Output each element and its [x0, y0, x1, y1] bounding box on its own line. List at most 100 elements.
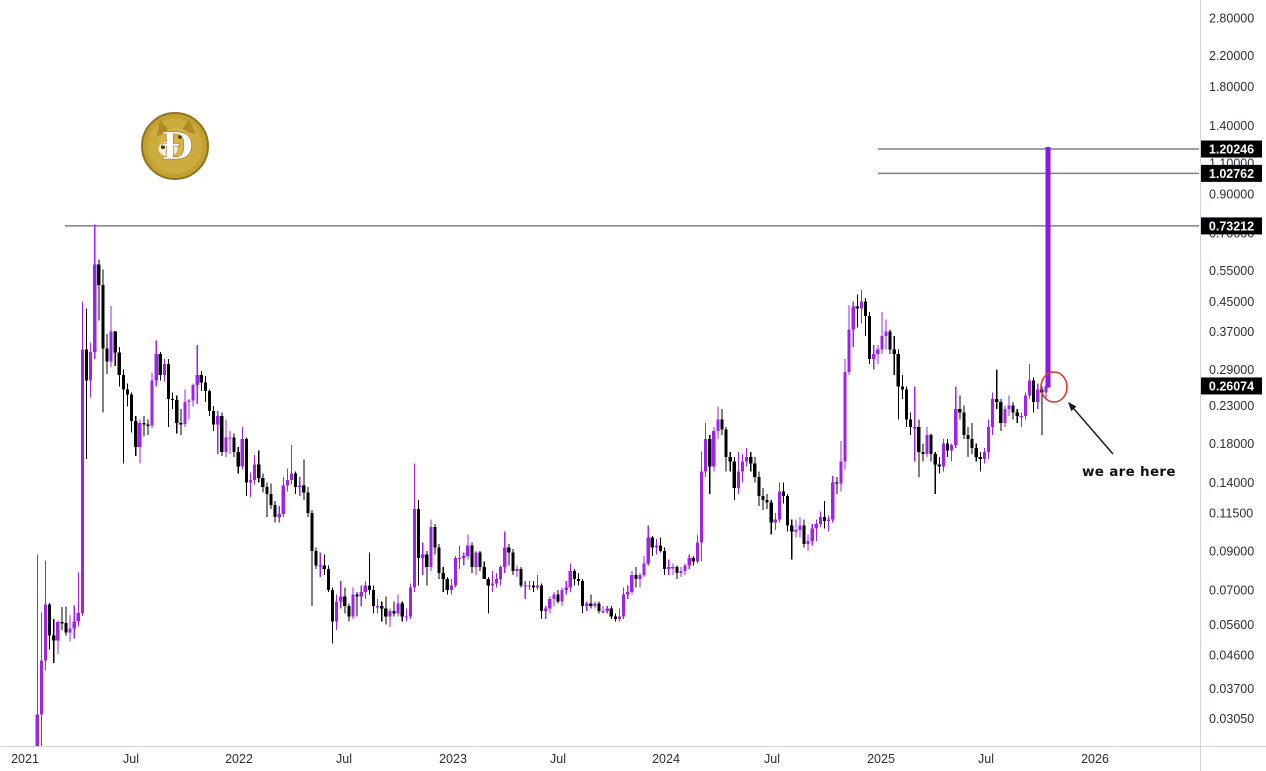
candle-body: [244, 439, 248, 483]
candle-body: [105, 348, 109, 362]
candle-body: [617, 616, 622, 619]
candle-body: [220, 415, 224, 453]
candle-body: [695, 542, 699, 562]
candle-wick: [61, 606, 63, 631]
candle-body: [158, 354, 162, 375]
we-are-here-note[interactable]: we are here: [1082, 464, 1176, 480]
candle-body: [371, 589, 376, 607]
arrow-annotation[interactable]: [1068, 402, 1114, 455]
candle-body: [171, 398, 175, 401]
candle-wick: [959, 395, 961, 420]
price-tick: 0.09000: [1209, 544, 1254, 558]
candle-body: [818, 516, 822, 525]
candle-wick: [979, 452, 981, 472]
highlight-circle[interactable]: [1040, 371, 1068, 403]
candle-body: [453, 557, 458, 586]
price-tick: 0.23000: [1209, 399, 1254, 413]
candle-wick: [65, 606, 67, 636]
candle-body: [585, 603, 589, 607]
plot-area[interactable]: [23, 147, 1199, 771]
candle-body: [904, 389, 909, 420]
price-axis-ticks[interactable]: 2.800002.200001.800001.400001.100000.900…: [1209, 12, 1254, 727]
time-axis-labels[interactable]: 2021 Jul 2022 Jul 2023 Jul 2024 Jul 2025 Jul 2026: [11, 752, 1109, 766]
candle-body: [650, 537, 654, 548]
candle-body: [1015, 412, 1019, 416]
candle-wick: [126, 383, 129, 407]
candle-wick: [881, 312, 883, 355]
candle-body: [408, 587, 412, 617]
candle-body: [601, 611, 605, 613]
candle-wick: [381, 601, 383, 622]
candle-body: [117, 352, 121, 375]
candle-body: [228, 437, 232, 439]
candle-body: [396, 603, 400, 614]
price-tick: 0.18000: [1209, 437, 1254, 451]
candle-body: [699, 471, 704, 543]
candle-body: [417, 508, 421, 558]
candle-body: [605, 608, 609, 612]
candle-body: [683, 565, 687, 572]
candle-body: [716, 419, 720, 431]
candle-wick: [553, 592, 555, 607]
candle-body: [966, 435, 970, 440]
candle-body: [273, 504, 277, 517]
candle-body: [822, 516, 827, 522]
time-axis-pane[interactable]: [0, 746, 1266, 771]
candle-body: [248, 480, 253, 483]
candle-body: [179, 423, 183, 425]
candle-body: [761, 496, 765, 500]
candle-body: [339, 596, 343, 602]
candle-body: [556, 594, 560, 602]
candle-body: [896, 354, 900, 387]
candle-body: [806, 540, 810, 545]
candle-body: [884, 331, 888, 336]
candle-wick: [266, 482, 268, 517]
horizontal-rays[interactable]: [65, 148, 1199, 227]
candle-body: [945, 443, 950, 451]
price-tag-label: 1.02762: [1209, 167, 1254, 181]
doge-nose: [161, 145, 165, 149]
candle-body: [134, 420, 138, 447]
candle-wick: [180, 408, 182, 436]
candle-body: [802, 525, 806, 545]
candle-body: [950, 445, 954, 451]
candle-body: [76, 613, 80, 622]
candle-wick: [836, 476, 838, 494]
candle-wick: [422, 542, 424, 576]
candle-wick: [36, 554, 38, 746]
candle-wick: [249, 472, 252, 498]
candle-body: [831, 482, 835, 520]
candle-wick: [459, 545, 461, 570]
candle-body: [1036, 389, 1040, 403]
candle-body: [937, 464, 941, 467]
candle-body: [712, 430, 716, 467]
candle-body: [335, 601, 339, 622]
candle-body: [212, 410, 216, 425]
candle-body: [868, 315, 872, 360]
candle-wick: [951, 443, 953, 462]
candle-body: [535, 585, 540, 588]
candle-body: [97, 264, 101, 286]
candle-body: [658, 545, 663, 551]
candle-body: [724, 429, 728, 457]
candle-body: [814, 524, 818, 529]
price-tags[interactable]: 1.20246 1.02762 0.73212 0.26074: [1201, 140, 1262, 395]
candle-wick: [586, 601, 588, 612]
candle-wick: [393, 601, 395, 617]
candle-body: [753, 463, 757, 477]
candle-body: [634, 575, 638, 580]
candle-body: [289, 473, 294, 481]
candle-body: [613, 616, 617, 619]
candle-body: [462, 556, 466, 558]
candle-body: [1044, 385, 1048, 393]
candle-body: [314, 550, 318, 566]
candle-body: [240, 439, 244, 467]
candle-body: [515, 569, 519, 572]
candle-body: [166, 364, 171, 399]
candle-body: [203, 382, 207, 392]
candle-body: [154, 354, 158, 381]
candle-body: [343, 596, 347, 607]
projection-line[interactable]: [1045, 147, 1051, 388]
